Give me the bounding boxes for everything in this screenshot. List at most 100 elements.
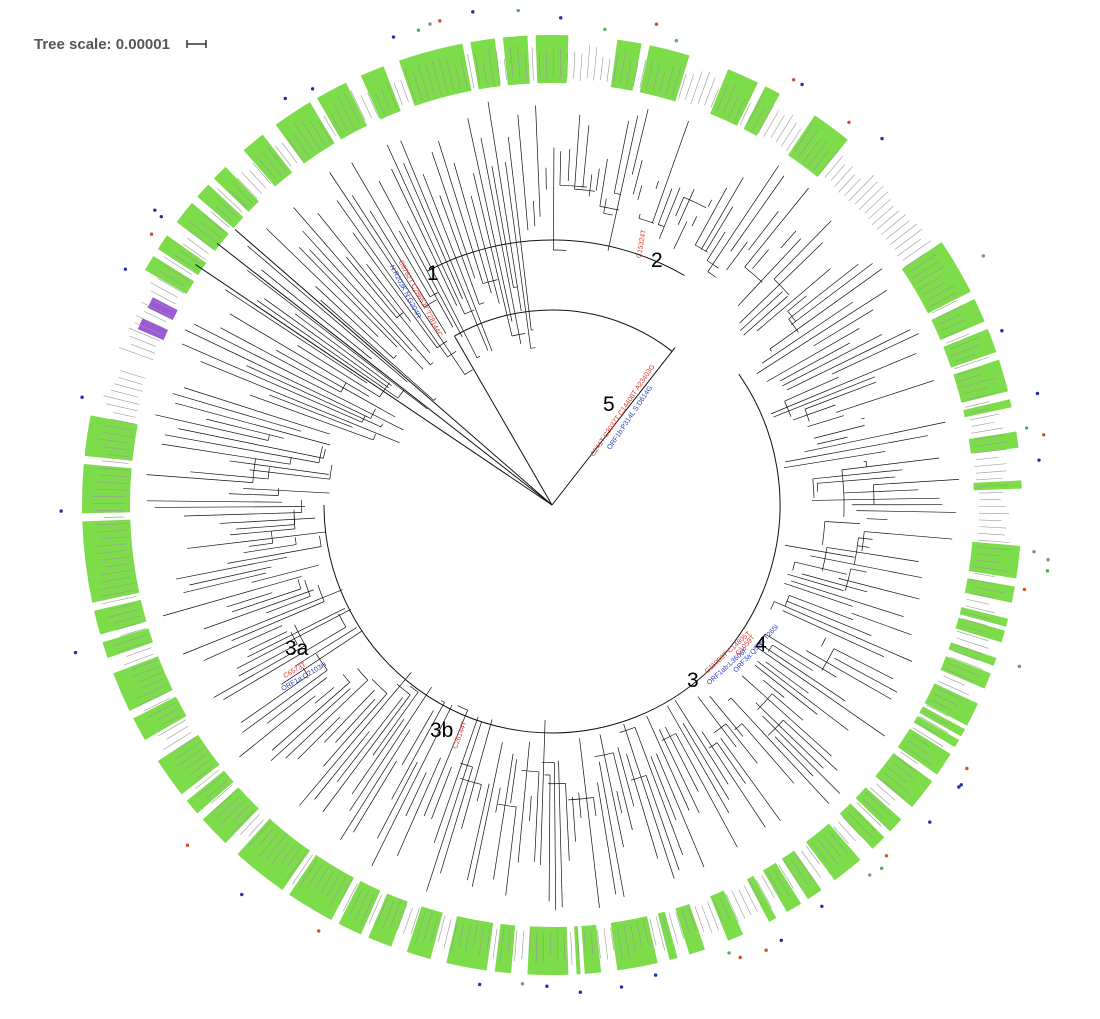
clade-highlight-blocks [82,35,1022,975]
annotation-dots [59,8,1050,994]
leaf-label-tick [446,59,455,91]
leaf-branch [323,693,388,767]
internal-arc [323,449,326,459]
green-clade-highlight [913,716,960,748]
leaf-branch [788,263,859,320]
leaf-branch [480,137,522,345]
green-clade-highlight [446,916,494,971]
leaf-label-tick [749,881,763,905]
internal-arc [770,601,775,610]
leaf-branch [266,228,379,337]
internal-arc [784,401,792,417]
internal-arc [769,348,772,352]
leaf-label-tick [639,59,647,88]
leaf-label-tick [936,305,963,319]
leaf-label-tick [318,121,332,143]
green-clade-highlight [289,854,354,920]
leaf-branch [431,151,476,279]
leaf-label-tick [950,344,981,357]
leaf-branch [801,573,868,593]
leaf-label-tick [315,866,329,889]
leaf-branch [613,120,629,194]
leaf-label-tick [483,61,488,85]
internal-arc [822,521,826,545]
purple-clade-highlight [147,297,178,321]
internal-arc [854,537,859,564]
leaf-branch [730,175,785,252]
green-clade-highlight [102,628,153,659]
internal-arc [638,217,655,224]
internal-arc [861,531,865,552]
leaf-branch [247,245,408,383]
leaf-branch [439,195,480,305]
leaf-branch [866,518,888,520]
green-clade-highlight [787,115,829,164]
leaf-label-tick [923,283,944,295]
green-clade-highlight [176,202,229,252]
backbone-arc-clade1 [427,239,685,276]
leaf-branch [154,506,305,508]
leaf-label-tick [189,221,216,243]
annotation-dot [123,267,128,271]
leaf-label-tick [969,579,997,585]
leaf-branch [694,187,728,246]
internal-arc [393,354,397,359]
leaf-branch [336,697,403,783]
leaf-label-tick [385,81,397,108]
leaf-label-tick [337,96,355,130]
leaf-label-tick [927,284,956,301]
leaf-label-tick [330,113,343,134]
leaf-label-tick [380,87,391,111]
leaf-label-tick [202,213,225,233]
internal-arc [290,631,298,645]
internal-arc [603,212,613,216]
leaf-label-tick [613,53,619,84]
annotation-dot [764,948,768,952]
green-clade-highlight [675,904,706,955]
leaf-label-tick [232,810,254,833]
leaf-branch [656,753,705,868]
leaf-branch [588,174,593,197]
leaf-label-tick [900,751,918,765]
internal-arc [757,693,773,710]
annotation-dot [1045,569,1050,573]
leaf-branch [264,298,389,388]
leaf-branch [473,173,513,337]
annotation-dot [1024,426,1029,430]
leaf-label-tick [430,915,439,943]
leaf-label-tick [486,926,491,952]
leaf-label-tick [652,64,660,91]
leaf-branch [754,665,818,715]
leaf-label-tick [923,710,949,725]
leaf-branch [607,115,639,251]
leaf-branch [400,140,489,351]
leaf-label-tick [176,737,196,751]
leaf-label-tick [163,256,192,275]
clade-5-label: 5 [603,393,615,416]
leaf-branch [294,627,357,667]
leaf-label-tick [976,477,1003,481]
leaf-label-tick [101,460,129,464]
leaf-label-tick [881,213,907,235]
leaf-label-tick [473,924,478,947]
leaf-label-tick [190,758,212,775]
leaf-branch [701,731,766,828]
leaf-label-tick [957,630,989,642]
leaf-label-tick [118,377,143,385]
leaf-label-tick [142,678,164,689]
leaf-label-tick [834,166,853,187]
leaf-branch [773,220,832,280]
leaf-branch [175,556,288,580]
internal-arc [464,369,473,375]
leaf-label-tick [979,492,1004,494]
leaf-label-tick [911,735,931,747]
annotation-dot [884,854,889,858]
leaf-branch [534,771,540,862]
green-clade-highlight [746,875,777,922]
leaf-label-tick [937,687,963,701]
leaf-label-tick [579,53,583,82]
leaf-label-tick [697,71,710,104]
leaf-branch [248,542,273,547]
leaf-label-tick [118,347,154,361]
green-clade-highlight [368,893,408,947]
